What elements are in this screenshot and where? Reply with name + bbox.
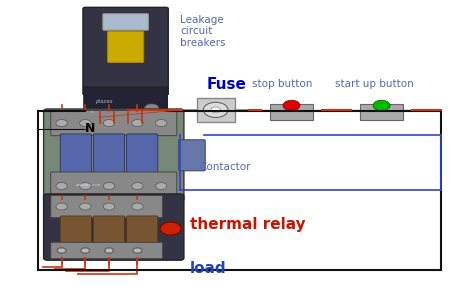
FancyBboxPatch shape [108, 31, 144, 62]
FancyBboxPatch shape [127, 216, 158, 247]
FancyBboxPatch shape [103, 14, 148, 30]
Circle shape [132, 183, 143, 190]
Circle shape [155, 183, 167, 190]
Circle shape [56, 183, 67, 190]
FancyBboxPatch shape [44, 109, 184, 202]
Circle shape [203, 102, 228, 117]
FancyBboxPatch shape [51, 110, 177, 136]
Circle shape [132, 120, 143, 127]
FancyBboxPatch shape [60, 134, 91, 174]
Text: thermal relay: thermal relay [190, 217, 305, 232]
FancyBboxPatch shape [84, 87, 167, 118]
Text: load: load [190, 260, 226, 276]
Circle shape [211, 107, 220, 113]
Circle shape [80, 120, 91, 127]
FancyBboxPatch shape [51, 195, 163, 218]
Circle shape [373, 100, 390, 111]
FancyBboxPatch shape [60, 216, 91, 247]
FancyBboxPatch shape [179, 140, 205, 171]
FancyBboxPatch shape [51, 172, 177, 200]
Text: start up button: start up button [335, 79, 414, 89]
Text: N: N [85, 122, 95, 135]
Circle shape [81, 248, 90, 253]
Circle shape [155, 120, 167, 127]
Circle shape [80, 203, 91, 210]
Bar [270, 104, 313, 120]
Circle shape [103, 203, 115, 210]
Circle shape [80, 183, 91, 190]
FancyBboxPatch shape [93, 134, 125, 174]
FancyBboxPatch shape [93, 216, 125, 247]
Circle shape [103, 183, 115, 190]
Bar [360, 104, 403, 120]
Text: Leakage
circuit
breakers: Leakage circuit breakers [180, 15, 226, 48]
Circle shape [105, 248, 113, 253]
Text: eplazas.com: eplazas.com [76, 183, 101, 187]
Circle shape [103, 120, 115, 127]
Circle shape [82, 248, 89, 253]
Circle shape [160, 222, 181, 235]
Circle shape [283, 100, 300, 111]
Bar [197, 98, 235, 122]
Text: stop button: stop button [252, 79, 312, 89]
Text: plazas: plazas [95, 98, 112, 103]
Circle shape [134, 248, 141, 253]
FancyBboxPatch shape [127, 134, 158, 174]
Circle shape [58, 248, 65, 253]
Circle shape [132, 203, 143, 210]
Circle shape [56, 120, 67, 127]
Text: Fuse: Fuse [206, 77, 246, 92]
Circle shape [56, 203, 67, 210]
Text: ok: ok [90, 110, 95, 114]
Text: Contactor: Contactor [199, 162, 251, 172]
Circle shape [133, 248, 142, 253]
Circle shape [57, 248, 66, 253]
FancyBboxPatch shape [83, 7, 168, 95]
FancyBboxPatch shape [51, 242, 163, 259]
Circle shape [104, 248, 114, 253]
FancyBboxPatch shape [44, 194, 184, 260]
Circle shape [145, 104, 159, 113]
